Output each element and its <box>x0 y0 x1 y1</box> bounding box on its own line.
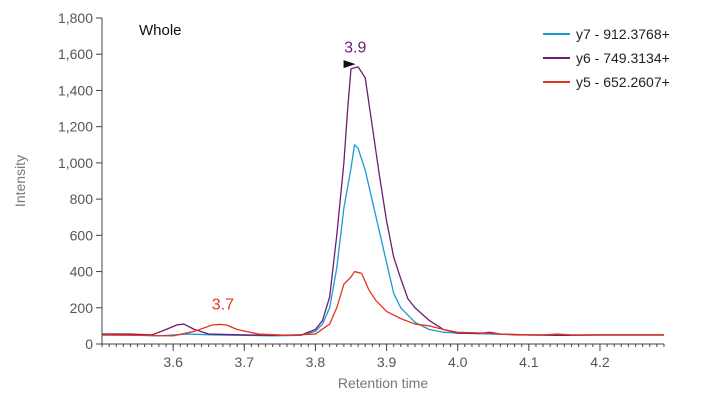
y-tick-label: 1,200 <box>58 119 93 135</box>
peak-label: 3.9 <box>344 39 366 56</box>
y-tick-label: 800 <box>70 191 94 207</box>
x-tick-label: 4.2 <box>590 354 610 370</box>
series-lines <box>101 66 664 337</box>
x-tick-label: 3.9 <box>377 354 397 370</box>
x-tick-label: 3.7 <box>235 354 255 370</box>
x-tick-label: 3.6 <box>163 354 183 370</box>
peak-annotations: 3.9 3.7 <box>212 39 367 313</box>
y-tick-label: 600 <box>70 227 94 243</box>
legend-label: y5 - 652.2607+ <box>576 74 670 90</box>
y-axis-ticks: 0 200 400 600 800 1,000 1,200 1,400 1,600 1,800 <box>58 10 102 352</box>
y-tick-label: 0 <box>85 336 93 352</box>
x-axis-title: Retention time <box>338 375 428 391</box>
legend-label: y6 - 749.3134+ <box>576 50 670 66</box>
y-axis-title: Intensity <box>12 155 28 207</box>
y-tick-label: 1,600 <box>58 46 93 62</box>
x-tick-label: 4.0 <box>448 354 468 370</box>
series-line-3 <box>101 270 664 337</box>
y-tick-label: 1,400 <box>58 82 93 98</box>
x-axis-ticks: 3.6 3.7 3.8 3.9 4.0 4.1 4.2 <box>101 344 665 370</box>
y-tick-label: 1,800 <box>58 10 93 26</box>
x-tick-label: 3.8 <box>306 354 326 370</box>
legend: y7 - 912.3768+ y6 - 749.3134+ y5 - 652.260… <box>543 26 670 90</box>
y-tick-label: 200 <box>70 300 94 316</box>
peak-marker-arrow <box>343 60 356 69</box>
legend-label: y7 - 912.3768+ <box>576 26 670 42</box>
y-tick-label: 1,000 <box>58 155 93 171</box>
chart-title: Whole <box>139 22 182 39</box>
peak-label: 3.7 <box>212 297 234 314</box>
y-tick-label: 400 <box>70 264 94 280</box>
series-line-2 <box>102 66 664 336</box>
x-tick-label: 4.1 <box>519 354 539 370</box>
